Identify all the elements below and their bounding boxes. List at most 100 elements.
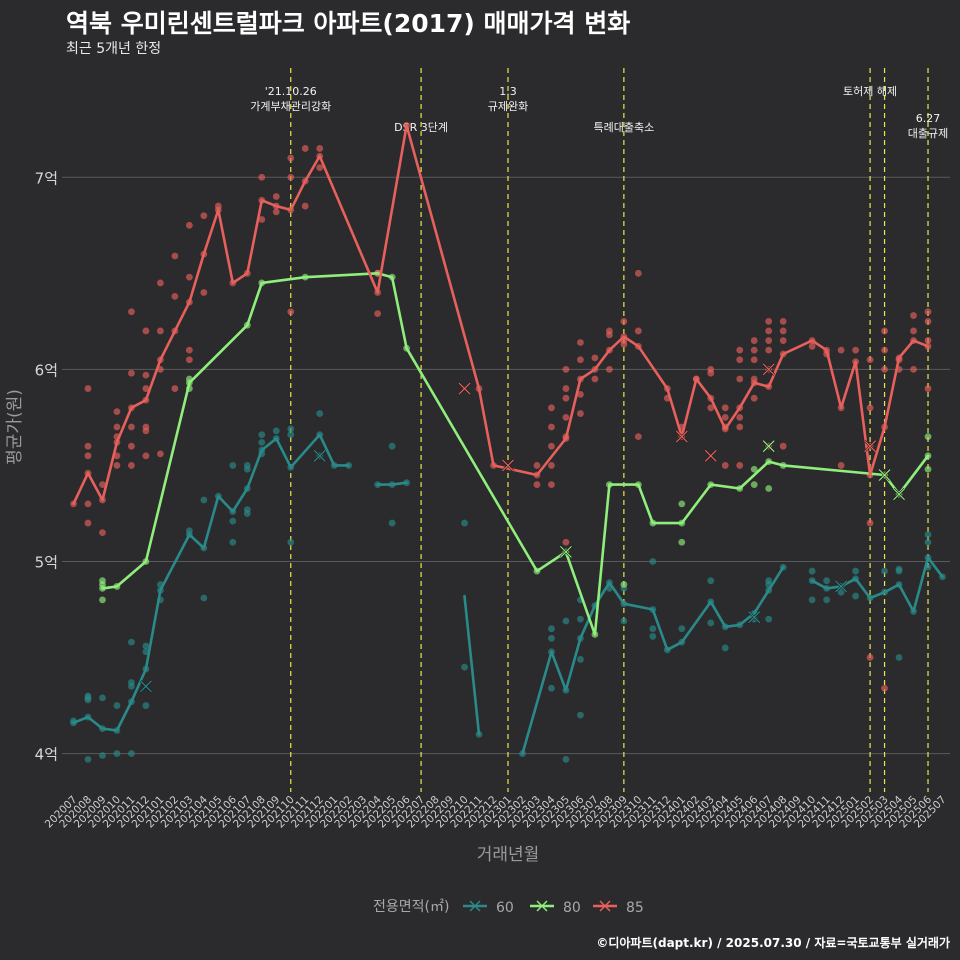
event-label: 대출규제 [908,127,948,140]
point-60 [765,615,773,623]
point-85 [113,423,121,431]
point-60 [84,755,92,763]
event-label: DSR 3단계 [394,121,448,134]
point-60 [895,567,903,575]
point-85 [620,340,628,348]
point-85 [316,164,324,172]
legend-item-85: 85 [593,900,644,916]
point-85 [84,519,92,527]
point-85 [765,337,773,344]
series-line-60 [521,565,785,755]
marker-stroke [139,680,152,693]
point-60 [200,496,208,504]
marker-stroke [502,459,514,472]
chart-title: 역북 우미린센트럴파크 아파트(2017) 매매가격 변화 [66,9,631,38]
legend-key-cross [599,900,611,912]
point-60 [924,538,932,546]
point-60 [142,702,150,709]
y-tick-label: 6억 [35,361,58,379]
marker-stroke [762,363,775,376]
y-axis: 4억 5억 6억 7억 [35,169,58,763]
point-60 [562,617,570,625]
point-60 [577,615,584,623]
point-60 [808,596,816,604]
point-85 [84,500,92,508]
point-85 [577,410,584,417]
point-85 [374,310,382,318]
marker-stroke [748,611,761,624]
point-80 [765,485,773,492]
marker-85 [704,449,718,463]
y-tick-label: 5억 [35,553,58,571]
point-60 [185,527,193,535]
point-85 [779,327,787,335]
point-85 [721,404,729,412]
point-85 [924,385,932,392]
point-85 [185,221,193,229]
point-85 [142,327,150,335]
point-85 [577,356,584,364]
marker-60 [139,679,153,693]
series-lines [72,124,944,755]
marker-85 [675,430,689,443]
point-85 [866,519,874,527]
marker-stroke [560,545,572,558]
point-80 [750,481,758,489]
marker-stroke [704,449,717,462]
point-85 [84,385,92,392]
point-85 [562,365,570,373]
event-label: 토허제 해제 [843,84,897,98]
point-85 [99,481,106,489]
point-85 [272,193,280,200]
point-85 [272,208,280,216]
point-85 [779,442,787,450]
point-60 [99,694,106,702]
y-axis-title: 평균가(원) [5,389,25,465]
marker-85 [501,459,515,472]
point-85 [185,356,193,364]
point-85 [881,684,888,692]
point-85 [113,462,121,469]
point-85 [171,292,179,300]
point-85 [736,375,744,383]
point-85 [605,331,613,339]
point-80 [678,538,686,546]
point-60 [548,634,555,642]
event-label: 가계부채관리강화 [250,100,331,113]
point-60 [852,592,859,600]
point-85 [84,442,92,450]
point-85 [128,423,135,431]
legend-label: 60 [496,900,514,916]
point-85 [881,327,888,335]
point-85 [316,145,324,152]
point-85 [750,337,758,344]
point-85 [258,216,266,223]
marker-85 [762,363,776,376]
point-85 [866,356,874,364]
point-85 [287,154,295,162]
marker-stroke [313,449,326,462]
point-85 [142,452,150,460]
point-85 [548,481,555,489]
legend: 전용면적(㎡) 60 80 85 [373,899,644,916]
chart-caption: ©디아파트(dapt.kr) / 2025.07.30 / 자료=국토교통부 실… [596,936,950,950]
x-axis-title: 거래년월 [477,845,540,865]
marker-85 [863,439,877,453]
point-60 [243,506,251,514]
point-85 [577,339,584,346]
legend-title: 전용면적(㎡) [373,899,449,915]
point-85 [765,317,773,325]
point-60 [881,567,888,575]
point-85 [287,173,295,181]
point-85 [765,346,773,354]
point-60 [287,425,295,433]
point-85 [214,202,222,210]
marker-60 [313,449,327,463]
point-60 [649,625,657,633]
point-60 [142,642,150,650]
point-60 [765,577,773,585]
point-85 [866,404,874,412]
point-85 [910,327,917,335]
point-85 [808,342,816,350]
